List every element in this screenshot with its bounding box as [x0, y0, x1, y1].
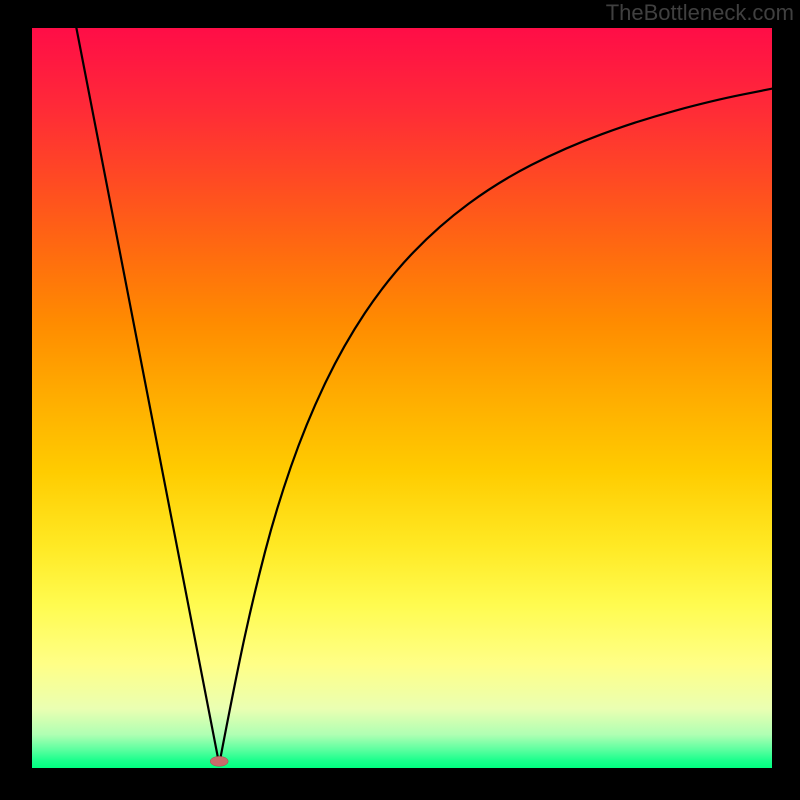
- optimum-marker: [210, 756, 228, 766]
- gradient-background: [32, 28, 772, 768]
- watermark-text: TheBottleneck.com: [606, 0, 794, 26]
- chart-container: TheBottleneck.com: [0, 0, 800, 800]
- plot-area: [32, 28, 772, 768]
- chart-svg: [32, 28, 772, 768]
